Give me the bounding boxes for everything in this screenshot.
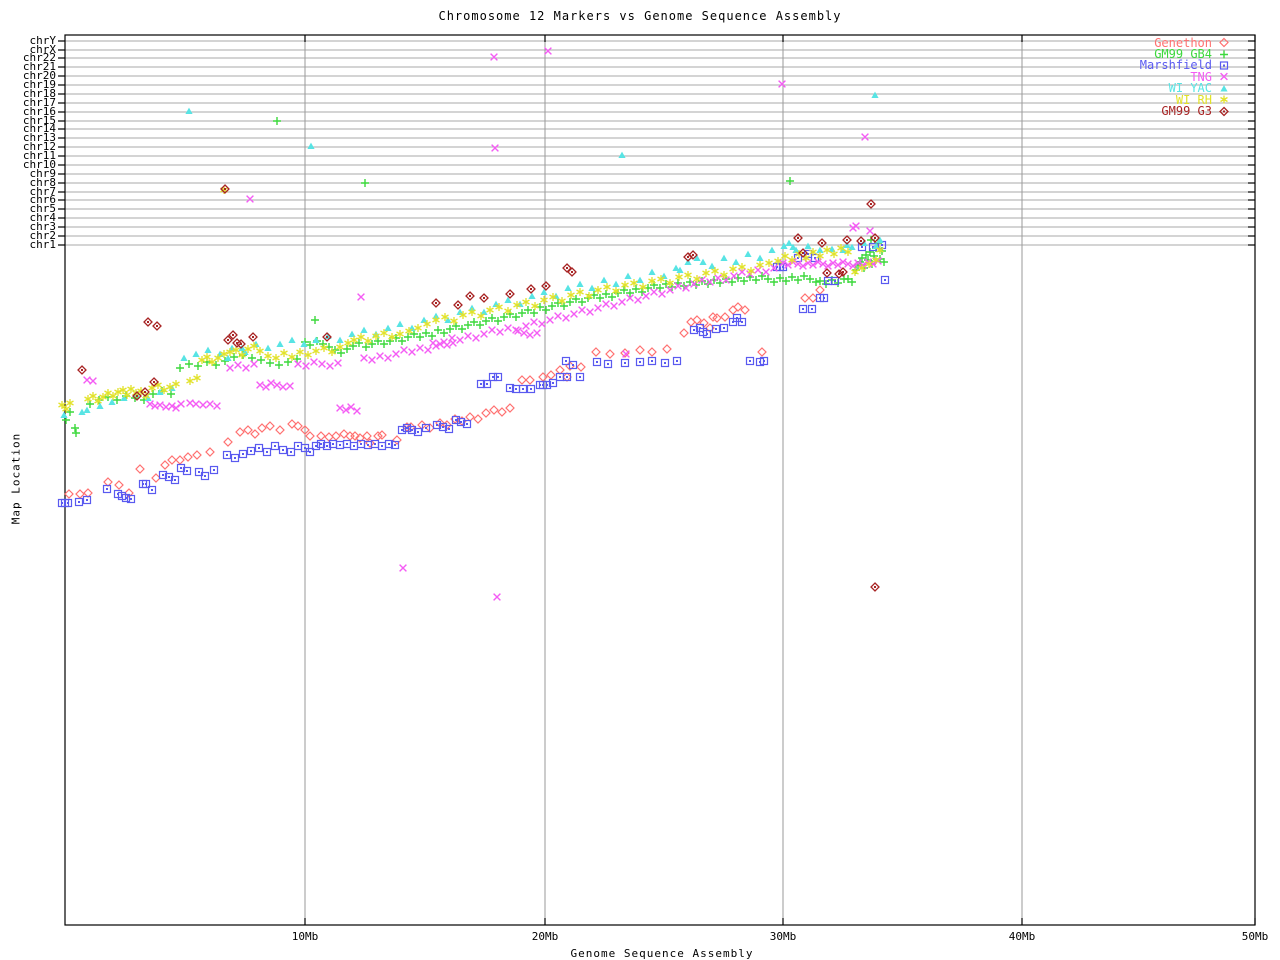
series-tng: [82, 46, 883, 602]
x-axis-label-40Mb: 40Mb: [1008, 930, 1036, 943]
diamond-dot-icon: [1212, 106, 1236, 117]
y-axis-label-chr13: chr13: [22, 131, 56, 144]
y-axis-label-chr11: chr11: [22, 149, 56, 162]
legend-label: WI YAC: [1168, 81, 1212, 96]
x-axis-label-30Mb: 30Mb: [769, 930, 797, 943]
y-axis-label-chr5: chr5: [29, 202, 57, 215]
legend-item-gm99-g3: GM99 G3: [1112, 104, 1236, 119]
legend-item-genethon: Genethon: [1112, 35, 1236, 50]
y-axis-label-chr1: chr1: [29, 238, 57, 251]
plot-border: [64, 34, 1256, 926]
x-axis-title: Genome Sequence Assembly: [570, 947, 754, 960]
legend-label: Marshfield: [1139, 58, 1212, 73]
y-axis-label-chr3: chr3: [29, 220, 57, 233]
gridlines: [65, 35, 1255, 925]
series-wi-yac: [60, 91, 884, 418]
y-axis-label-chr8: chr8: [29, 176, 57, 189]
axis-ticks: [58, 35, 1256, 925]
y-axis-label-chr16: chr16: [22, 105, 56, 118]
scatter-points: [57, 46, 890, 602]
x-icon: [1212, 71, 1236, 82]
legend-label: GM99 G3: [1161, 104, 1212, 119]
chart-title: Chromosome 12 Markers vs Genome Sequence…: [438, 9, 842, 23]
y-axis-label-chrY: chrY: [29, 34, 57, 47]
plot-frame: [64, 34, 1256, 926]
y-axis-label-chrX: chrX: [29, 43, 57, 56]
open-diamond-icon: [1212, 37, 1236, 48]
y-axis-label-chr20: chr20: [22, 69, 56, 82]
x-axis-label-50Mb: 50Mb: [1241, 930, 1269, 943]
legend-label: WI RH: [1175, 92, 1212, 107]
legend-label: GM99 GB4: [1154, 47, 1212, 62]
y-axis-label-chr18: chr18: [22, 87, 56, 100]
x-axis-label-10Mb: 10Mb: [291, 930, 319, 943]
x-axis-label-20Mb: 20Mb: [531, 930, 559, 943]
legend: Genethon GM99 GB4 Marshfield TNG WI YAC WI RH…: [1112, 35, 1236, 119]
legend-label: TNG: [1190, 69, 1212, 84]
legend-item-tng: TNG: [1112, 69, 1236, 84]
asterisk-icon: [1212, 94, 1236, 105]
y-axis-label-chr22: chr22: [22, 51, 56, 64]
y-axis-label-chr12: chr12: [22, 140, 56, 153]
y-axis-label-chr15: chr15: [22, 114, 56, 127]
y-axis-label-chr21: chr21: [22, 60, 56, 73]
square-dot-icon: [1212, 60, 1236, 71]
legend-label: Genethon: [1154, 35, 1212, 50]
series-marshfield: [57, 240, 890, 508]
y-axis-label-chr19: chr19: [22, 78, 56, 91]
legend-item-wi-yac: WI YAC: [1112, 81, 1236, 96]
y-axis-label-chr4: chr4: [29, 211, 57, 224]
legend-item-gm99-gb4: GM99 GB4: [1112, 47, 1236, 62]
legend-item-wi-rh: WI RH: [1112, 92, 1236, 107]
y-axis-label-chr14: chr14: [22, 122, 56, 135]
y-axis-label-chr7: chr7: [29, 185, 57, 198]
legend-item-marshfield: Marshfield: [1112, 58, 1236, 73]
y-axis-label-chr2: chr2: [29, 229, 57, 242]
y-axis-label-chr10: chr10: [22, 158, 56, 171]
y-axis-label-chr6: chr6: [29, 193, 57, 206]
y-axis-label-chr17: chr17: [22, 96, 56, 109]
y-axis-label-chr9: chr9: [29, 167, 57, 180]
plus-icon: [1212, 49, 1236, 60]
triangle-icon: [1212, 83, 1236, 94]
